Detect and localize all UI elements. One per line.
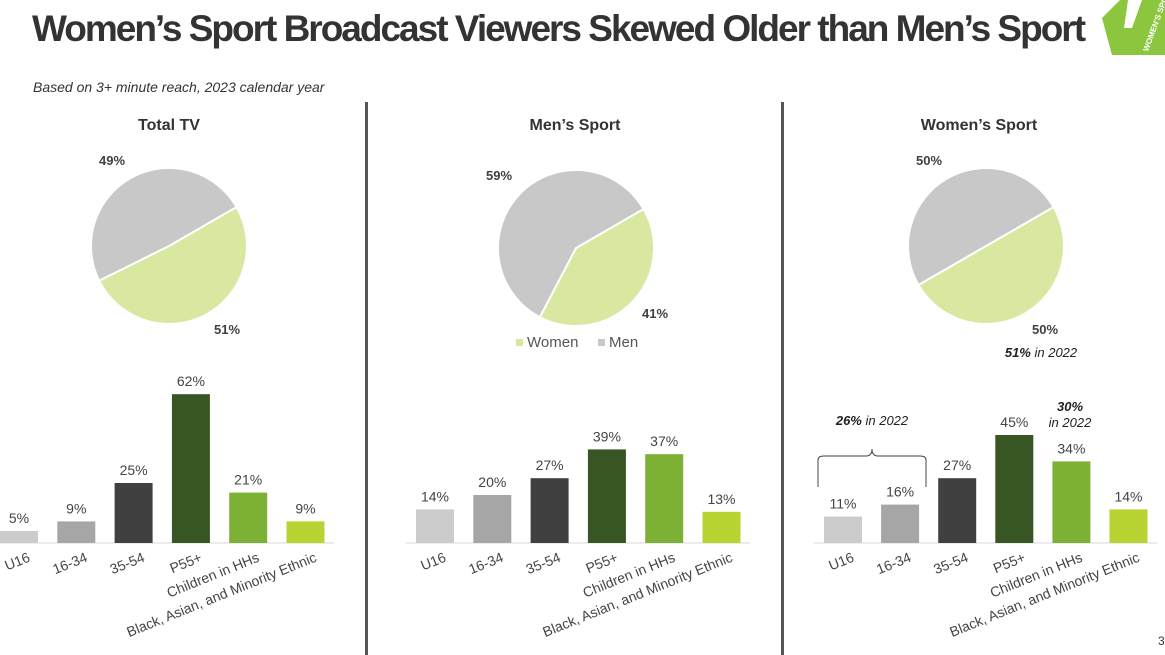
bar-category-label: 35-54 — [108, 549, 147, 577]
bar-16-34 — [881, 504, 920, 543]
panel-divider-2 — [781, 102, 784, 655]
legend-swatch-men — [598, 339, 605, 346]
bar-children-in-hhs — [229, 492, 268, 543]
bar-35-54 — [530, 478, 569, 543]
pie-slice-men — [497, 169, 645, 319]
bar-value-label: 9% — [66, 500, 86, 516]
bar-category-label: U16 — [2, 549, 32, 574]
page-number: 3 — [1158, 634, 1165, 648]
bar-p55 — [171, 394, 210, 543]
bar-category-label: U16 — [826, 549, 856, 574]
panel-title: Women’s Sport — [921, 117, 1038, 134]
pie-label-men: 49% — [99, 153, 125, 168]
bar-p55 — [995, 435, 1034, 543]
bar-chart: 14%U1620%16-3427%35-5439%P55+37%Children… — [406, 428, 751, 640]
bar-category-label: 16-34 — [466, 549, 505, 577]
bar-value-label: 39% — [593, 428, 621, 444]
bar-16-34 — [473, 495, 512, 543]
panel-title: Men’s Sport — [530, 117, 622, 134]
bar-value-label: 27% — [943, 457, 971, 473]
bar-p55 — [587, 449, 626, 543]
bar-value-label: 14% — [1114, 488, 1142, 504]
bar-children-in-hhs — [1052, 461, 1091, 543]
bar-16-34 — [57, 521, 96, 543]
legend-swatch-women — [516, 339, 523, 346]
bar-chart: 11%U1616%16-3427%35-5445%P55+34%Children… — [814, 414, 1158, 640]
bar-category-label: U16 — [418, 549, 448, 574]
pie-label-women: 51% — [214, 322, 240, 337]
bar-value-label: 62% — [177, 373, 205, 389]
bar-black-asian-and-minority-ethnic — [286, 521, 325, 543]
pie-slice-men — [907, 167, 1055, 287]
bar-value-label: 13% — [707, 491, 735, 507]
pie-legend: Women Men — [516, 334, 638, 351]
panel-total-tv: Total TV51%49%5%U169%16-3425%35-5462%P55… — [0, 117, 335, 640]
legend-label-men: Men — [609, 334, 638, 351]
pie-chart — [497, 169, 655, 327]
bar-black-asian-and-minority-ethnic — [1109, 509, 1148, 543]
bar-black-asian-and-minority-ethnic — [702, 511, 741, 543]
bar-value-label: 45% — [1000, 414, 1028, 430]
bar-annotation-children-value: 30% — [1057, 399, 1083, 414]
bar-u16 — [416, 509, 454, 543]
pie-label-women: 41% — [642, 306, 668, 321]
bar-35-54 — [114, 483, 153, 543]
panel-title: Total TV — [138, 117, 200, 134]
bar-value-label: 16% — [886, 484, 914, 500]
bar-children-in-hhs — [645, 454, 684, 543]
bar-category-label: 16-34 — [50, 549, 89, 577]
bar-value-label: 25% — [120, 462, 148, 478]
bar-annotation-young: 26% in 2022 — [835, 413, 909, 428]
page-subtitle: Based on 3+ minute reach, 2023 calendar … — [33, 79, 325, 95]
pie-slice-women — [97, 205, 248, 325]
bar-value-label: 14% — [421, 488, 449, 504]
bar-category-label: 35-54 — [931, 549, 970, 577]
panel-divider-1 — [365, 102, 368, 655]
pie-chart — [907, 167, 1065, 325]
pie-label-men: 59% — [486, 168, 512, 183]
bar-annotation-children-text: in 2022 — [1049, 415, 1092, 430]
pie-slice-women — [538, 207, 655, 327]
pie-chart — [89, 166, 248, 325]
pie-label-men: 50% — [916, 153, 942, 168]
page-title: Women’s Sport Broadcast Viewers Skewed O… — [32, 8, 1086, 49]
panel-men-s-sport: Men’s Sport 41% 59% Women Men 14% U16 20% 16-34 2… — [406, 117, 751, 640]
bar-value-label: 9% — [295, 500, 315, 516]
bar-value-label: 21% — [234, 472, 262, 488]
legend-label-women: Women — [527, 334, 578, 351]
bar-35-54 — [938, 478, 977, 543]
bar-value-label: 11% — [830, 496, 857, 512]
logo-notch — [1124, 0, 1142, 28]
logo-shape — [1102, 0, 1165, 55]
bar-value-label: 37% — [650, 433, 678, 449]
pie-slice-women — [917, 205, 1065, 325]
bar-u16 — [824, 516, 862, 543]
panel-women-s-sport: Women’s Sport 50% 50% 51% in 2022 11% U16 16% 1… — [814, 117, 1158, 640]
bar-value-label: 27% — [536, 457, 564, 473]
pie-label-women: 50% — [1032, 322, 1058, 337]
brand-logo: WOMEN'S SPORT — [1102, 0, 1165, 55]
bar-value-label: 34% — [1057, 440, 1085, 456]
bar-u16 — [0, 531, 38, 543]
bar-category-label: 16-34 — [874, 549, 913, 577]
pie-slice-men — [89, 166, 238, 283]
bracket-annotation — [817, 448, 927, 487]
pie-annotation: 51% in 2022 — [1005, 345, 1078, 360]
bar-category-label: 35-54 — [524, 549, 563, 577]
bar-value-label: 20% — [478, 474, 506, 490]
bar-value-label: 5% — [9, 510, 29, 526]
